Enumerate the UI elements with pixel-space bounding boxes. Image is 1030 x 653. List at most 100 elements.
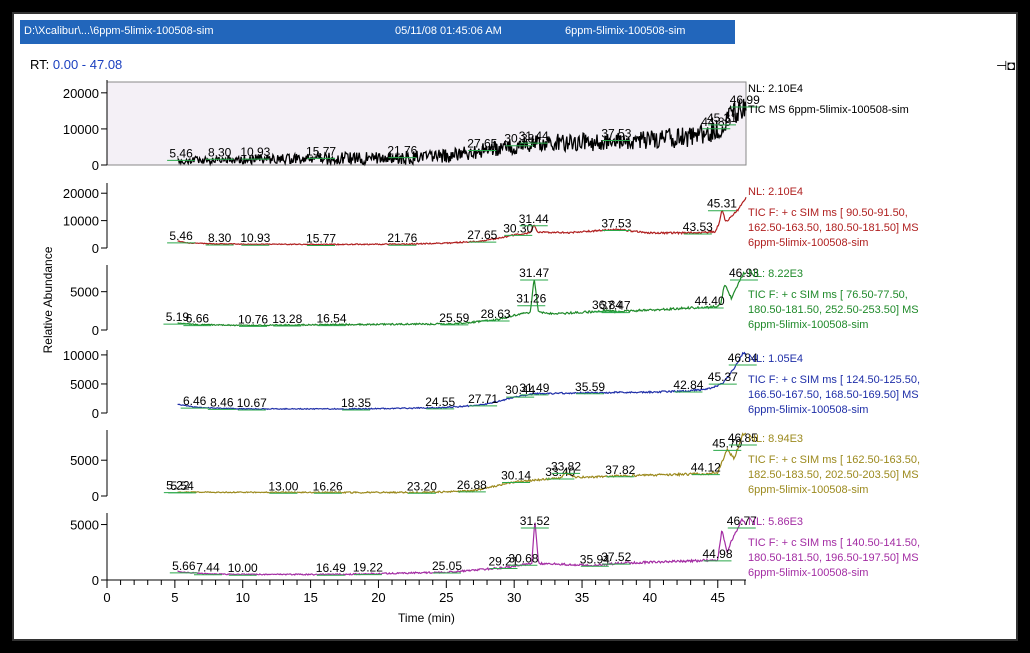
peak-label-0-1: 8.30 (208, 145, 232, 159)
peak-label-3-3: 18.35 (341, 396, 371, 410)
series-1-desc-line-0: TIC F: + c SIM ms [ 90.50-91.50, (748, 207, 908, 219)
peak-label-4-9: 37.82 (605, 463, 635, 477)
series-5-nl-label: NL: 5.86E3 (748, 516, 803, 528)
peak-label-5-5: 25.05 (432, 559, 462, 573)
series-2-desc-line-0: TIC F: + c SIM ms [ 76.50-77.50, (748, 289, 908, 301)
peak-label-2-2: 10.76 (238, 312, 268, 326)
pin-icon[interactable]: ⊣◘ (996, 58, 1016, 73)
peak-label-1-9: 43.53 (683, 220, 713, 234)
series-1-nl-label: NL: 2.10E4 (748, 186, 803, 198)
panel-3-ytick-label-2: 10000 (63, 348, 99, 363)
peak-label-3-0: 6.46 (183, 394, 207, 408)
peak-label-0-3: 15.77 (306, 144, 336, 158)
series-4-desc-line-0: TIC F: + c SIM ms [ 162.50-163.50, (748, 454, 920, 466)
peak-label-5-12: 46.77 (727, 514, 757, 528)
x-tick-label-1: 5 (171, 590, 178, 605)
series-1-desc-line-1: 162.50-163.50, 180.50-181.50] MS (748, 222, 919, 234)
peak-label-2-9: 36.84 (592, 298, 622, 312)
panel-0-ytick-label-0: 0 (92, 158, 99, 173)
series-2-desc-line-2: 6ppm-5limix-100508-sim (748, 319, 868, 331)
peak-label-1-8: 37.53 (601, 216, 631, 230)
peak-label-2-11: 44.40 (695, 294, 725, 308)
panel-1-ytick-label-2: 20000 (63, 186, 99, 201)
header-bar: D:\Xcalibur\...\6ppm-5limix-100508-sim 0… (20, 20, 735, 44)
peak-label-4-0: 5.22 (166, 479, 190, 493)
rt-range: RT: 0.00 - 47.08 (30, 57, 122, 72)
series-4-desc-line-1: 182.50-183.50, 202.50-203.50] MS (748, 469, 919, 481)
x-tick-label-2: 10 (235, 590, 249, 605)
peak-label-2-3: 13.28 (272, 312, 302, 326)
rt-range-label: RT: (30, 57, 50, 72)
panel-2-ytick-label-0: 0 (92, 323, 99, 338)
peak-label-0-5: 27.65 (467, 136, 497, 150)
peak-label-5-11: 44.98 (702, 547, 732, 561)
peak-label-1-1: 8.30 (208, 231, 232, 245)
peak-label-4-8: 33.82 (551, 459, 581, 473)
series-4-desc-line-2: 6ppm-5limix-100508-sim (748, 484, 868, 496)
series-3-nl-label: NL: 1.05E4 (748, 353, 803, 365)
peak-label-3-9: 42.84 (673, 378, 703, 392)
peak-label-0-10: 45.31 (707, 111, 737, 125)
peak-label-5-7: 30.68 (508, 551, 538, 565)
peak-label-2-8: 31.47 (519, 266, 549, 280)
peak-label-2-1: 6.66 (186, 312, 210, 326)
header-path: D:\Xcalibur\...\6ppm-5limix-100508-sim (24, 25, 214, 37)
peak-label-1-3: 15.77 (306, 232, 336, 246)
peak-label-2-12: 46.93 (729, 266, 759, 280)
peak-label-3-5: 27.71 (468, 392, 498, 406)
peak-label-2-4: 16.54 (316, 312, 346, 326)
peak-label-1-2: 10.93 (240, 231, 270, 245)
panel-5-ytick-label-1: 5000 (70, 518, 99, 533)
peak-label-3-8: 35.59 (575, 380, 605, 394)
panel-0-ytick-label-2: 20000 (63, 86, 99, 101)
peak-label-2-6: 28.63 (481, 307, 511, 321)
peak-label-1-4: 21.76 (387, 231, 417, 245)
peak-label-3-6: 30.44 (505, 383, 535, 397)
peak-label-4-1: 5.54 (171, 479, 195, 493)
series-5-desc-line-1: 180.50-181.50, 196.50-197.50] MS (748, 552, 919, 564)
series-4-nl-label: NL: 8.94E3 (748, 433, 803, 445)
peak-label-0-6: 30.38 (504, 132, 534, 146)
peak-label-4-3: 16.26 (313, 479, 343, 493)
x-tick-label-5: 25 (439, 590, 453, 605)
series-2-desc-line-1: 180.50-181.50, 252.50-253.50] MS (748, 304, 919, 316)
peak-label-4-11: 45.70 (712, 436, 742, 450)
series-3-trace (177, 351, 747, 411)
peak-label-0-8: 37.53 (601, 127, 631, 141)
peak-label-5-3: 16.49 (316, 561, 346, 575)
x-axis-title: Time (min) (398, 611, 455, 625)
x-tick-label-8: 40 (643, 590, 657, 605)
peak-label-4-10: 44.12 (691, 461, 721, 475)
peak-label-4-2: 13.00 (268, 479, 298, 493)
panel-2-ytick-label-1: 5000 (70, 285, 99, 300)
series-0-trace (177, 98, 747, 167)
rt-range-value: 0.00 - 47.08 (52, 57, 123, 72)
x-tick-label-7: 35 (575, 590, 589, 605)
panel-4-ytick-label-0: 0 (92, 489, 99, 504)
panel-5-ytick-label-0: 0 (92, 573, 99, 588)
y-axis-title: Relative Abundance (41, 246, 55, 353)
peak-label-3-11: 46.84 (728, 351, 758, 365)
peak-label-1-7: 31.44 (519, 212, 549, 226)
series-3-desc-line-1: 166.50-167.50, 168.50-169.50] MS (748, 389, 919, 401)
series-0-nl-label: NL: 2.10E4 (748, 83, 803, 95)
peak-label-0-7: 31.44 (519, 129, 549, 143)
x-tick-label-3: 15 (303, 590, 317, 605)
peak-label-2-10: 37.47 (601, 299, 631, 313)
peak-label-5-2: 10.00 (228, 561, 258, 575)
panel-0-ytick-label-1: 10000 (63, 122, 99, 137)
x-tick-label-6: 30 (507, 590, 521, 605)
peak-label-2-0: 5.19 (166, 310, 190, 324)
peak-label-2-5: 25.59 (439, 311, 469, 325)
peak-label-1-6: 30.30 (503, 221, 533, 235)
x-tick-label-4: 20 (371, 590, 385, 605)
peak-label-3-2: 10.67 (237, 396, 267, 410)
peak-label-0-0: 5.46 (169, 146, 193, 160)
x-tick-label-0: 0 (103, 590, 110, 605)
series-5-desc-line-0: TIC F: + c SIM ms [ 140.50-141.50, (748, 537, 920, 549)
series-3-desc-line-0: TIC F: + c SIM ms [ 124.50-125.50, (748, 374, 920, 386)
series-0-desc-line-0: TIC MS 6ppm-5limix-100508-sim (748, 104, 909, 116)
peak-label-5-9: 35.94 (580, 552, 610, 566)
peak-label-5-0: 5.66 (172, 559, 196, 573)
peak-label-4-6: 30.14 (501, 468, 531, 482)
